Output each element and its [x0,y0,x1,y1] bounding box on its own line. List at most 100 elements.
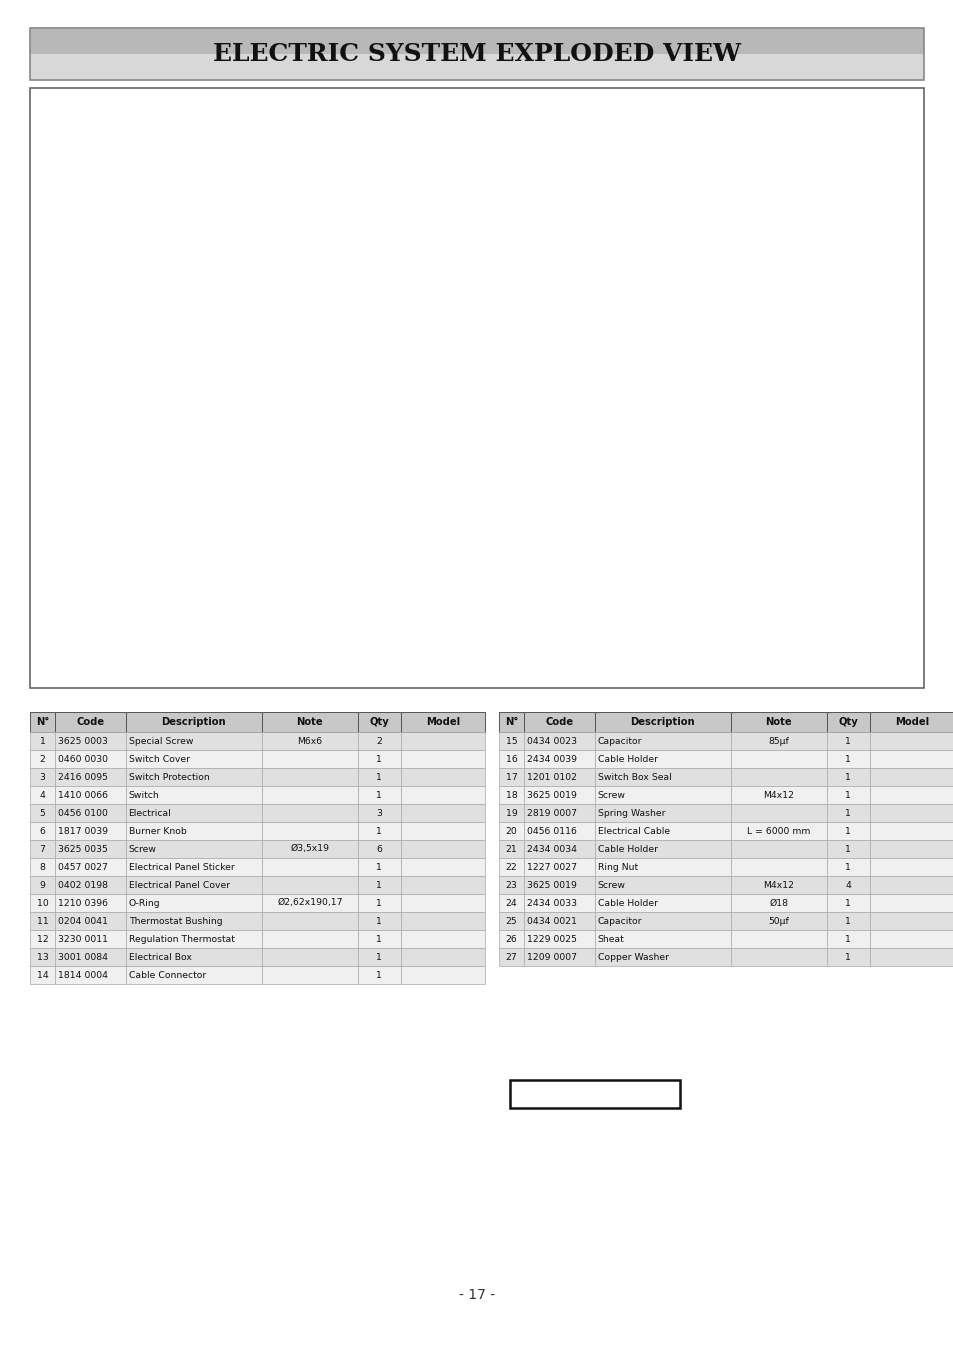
Bar [30,948,55,967]
Text: 85μf: 85μf [768,737,788,745]
Text: Electrical Cable: Electrical Cable [597,826,669,836]
Bar [523,732,594,751]
Bar [730,822,825,840]
Text: 1: 1 [375,863,382,872]
Text: Note: Note [296,717,323,728]
Bar [594,768,730,786]
Bar [30,711,55,732]
Bar [30,54,923,80]
Bar [400,805,484,822]
Text: M4x12: M4x12 [762,880,794,890]
Text: 3625 0019: 3625 0019 [526,791,577,799]
Text: 1227 0027: 1227 0027 [526,863,577,872]
Bar [400,751,484,768]
Bar [498,948,523,967]
Bar [869,840,953,859]
Text: 2434 0033: 2434 0033 [526,899,577,907]
Text: Model: Model [894,717,928,728]
Bar [126,859,262,876]
Bar [262,732,357,751]
Text: 1: 1 [844,809,850,818]
Bar [594,840,730,859]
Bar [55,859,126,876]
Text: Cable Holder: Cable Holder [597,845,657,853]
Text: Capacitor: Capacitor [597,917,641,926]
Text: 1: 1 [844,737,850,745]
Text: - 17 -: - 17 - [458,1288,495,1301]
Bar [126,805,262,822]
Bar [400,913,484,930]
Bar [523,876,594,894]
Text: 1201 0102: 1201 0102 [526,772,577,782]
Bar [262,822,357,840]
Bar [262,930,357,948]
Bar [400,840,484,859]
Text: 2434 0034: 2434 0034 [526,845,577,853]
Bar [730,732,825,751]
Bar [730,751,825,768]
Bar [126,913,262,930]
Bar [594,732,730,751]
Bar [730,840,825,859]
Text: 1: 1 [375,971,382,980]
Bar [498,840,523,859]
Bar [262,948,357,967]
Text: 1: 1 [375,826,382,836]
Bar [730,913,825,930]
Bar [825,876,869,894]
Text: 0204 0041: 0204 0041 [58,917,108,926]
Bar [55,840,126,859]
Bar [523,822,594,840]
Text: Ø3,5x19: Ø3,5x19 [290,845,329,853]
Bar [400,822,484,840]
Text: 3: 3 [375,809,382,818]
Text: 11: 11 [36,917,49,926]
Bar [730,711,825,732]
Text: 1229 0025: 1229 0025 [526,934,577,944]
Text: 0456 0116: 0456 0116 [526,826,577,836]
Text: Note: Note [764,717,791,728]
Bar [869,732,953,751]
Text: 3: 3 [39,772,46,782]
Bar [55,786,126,805]
Text: 1: 1 [375,917,382,926]
Text: Electrical Box: Electrical Box [129,953,192,961]
Bar [869,948,953,967]
Text: Description: Description [630,717,695,728]
Text: Qty: Qty [838,717,857,728]
Bar [825,894,869,913]
Text: 1: 1 [375,934,382,944]
Bar [594,822,730,840]
Bar [126,786,262,805]
Text: 1: 1 [844,826,850,836]
Bar [498,859,523,876]
Text: 16: 16 [505,755,517,764]
Text: Copper Washer: Copper Washer [597,953,668,961]
Text: 1: 1 [375,791,382,799]
Bar [523,786,594,805]
Text: 6: 6 [375,845,382,853]
Bar [262,711,357,732]
Bar [55,876,126,894]
Text: 23: 23 [505,880,517,890]
Bar [498,930,523,948]
Bar [825,805,869,822]
Bar [869,894,953,913]
Text: 3625 0035: 3625 0035 [58,845,108,853]
Text: Burner Knob: Burner Knob [129,826,186,836]
Bar [262,805,357,822]
Text: 8: 8 [39,863,46,872]
Text: Regulation Thermostat: Regulation Thermostat [129,934,234,944]
Text: 0402 0198: 0402 0198 [58,880,108,890]
Bar [357,876,400,894]
Text: Electrical Panel Cover: Electrical Panel Cover [129,880,230,890]
Bar [730,948,825,967]
Bar [498,768,523,786]
Bar [55,948,126,967]
Text: 3230 0011: 3230 0011 [58,934,108,944]
Bar [30,967,55,984]
Bar [825,786,869,805]
Bar [825,913,869,930]
Text: Spring Washer: Spring Washer [597,809,664,818]
Text: Code: Code [76,717,104,728]
